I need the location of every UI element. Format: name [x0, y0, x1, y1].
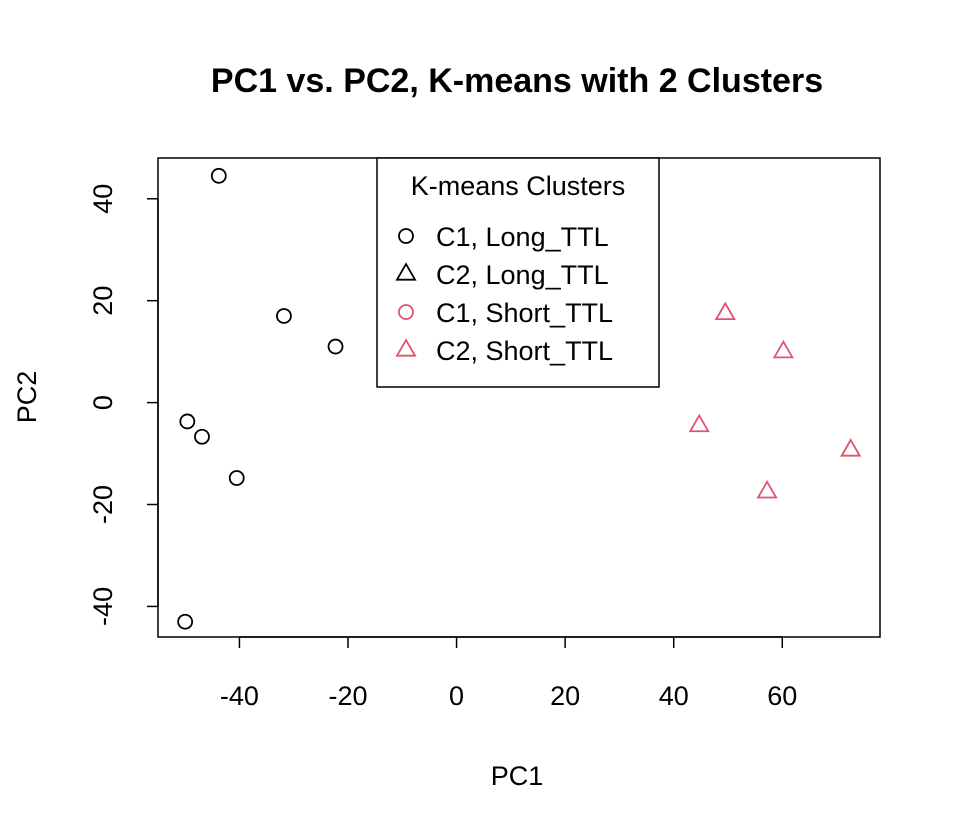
data-point [714, 301, 736, 321]
data-point [756, 479, 778, 499]
x-tick-label: -40 [220, 681, 259, 711]
data-point [194, 428, 210, 445]
y-tick-label: -20 [88, 485, 118, 524]
legend-label: C1, Long_TTL [436, 222, 609, 252]
legend-marker [398, 228, 414, 244]
data-point [327, 338, 344, 355]
x-axis-label: PC1 [491, 761, 544, 791]
legend-box [376, 157, 660, 388]
x-tick-label: 20 [550, 681, 580, 711]
data-point [772, 339, 794, 359]
x-tick-label: -20 [328, 681, 367, 711]
x-axis: -40 -20 0 20 40 60 [220, 636, 797, 711]
y-tick-label: 20 [88, 286, 118, 316]
x-tick-label: 60 [767, 681, 797, 711]
data-points [177, 167, 862, 630]
y-tick-label: 0 [88, 395, 118, 410]
y-axis: -40 -20 0 20 40 [88, 184, 159, 626]
data-point [688, 413, 710, 433]
legend-marker [398, 304, 414, 320]
legend-label: C2, Short_TTL [436, 336, 613, 366]
chart-title: PC1 vs. PC2, K-means with 2 Clusters [211, 62, 823, 100]
data-point [228, 470, 245, 486]
legend-label: C1, Short_TTL [436, 298, 613, 328]
legend-entries: C1, Long_TTL C2, Long_TTL C1, Short_TTL C2,… [395, 222, 613, 366]
data-point [210, 167, 227, 184]
y-axis-label: PC2 [12, 371, 42, 424]
legend-label: C2, Long_TTL [436, 260, 609, 290]
y-tick-label: -40 [88, 587, 118, 626]
legend-marker [395, 338, 417, 357]
legend-marker [395, 262, 417, 281]
data-point [276, 308, 292, 324]
x-tick-label: 0 [449, 681, 464, 711]
data-point [179, 413, 196, 430]
data-point [177, 613, 194, 630]
x-tick-label: 40 [659, 681, 689, 711]
legend-title: K-means Clusters [411, 171, 626, 201]
data-point [840, 438, 862, 457]
legend: K-means Clusters C1, Long_TTL C2, Long_TT… [376, 157, 660, 388]
y-tick-label: 40 [88, 184, 118, 214]
